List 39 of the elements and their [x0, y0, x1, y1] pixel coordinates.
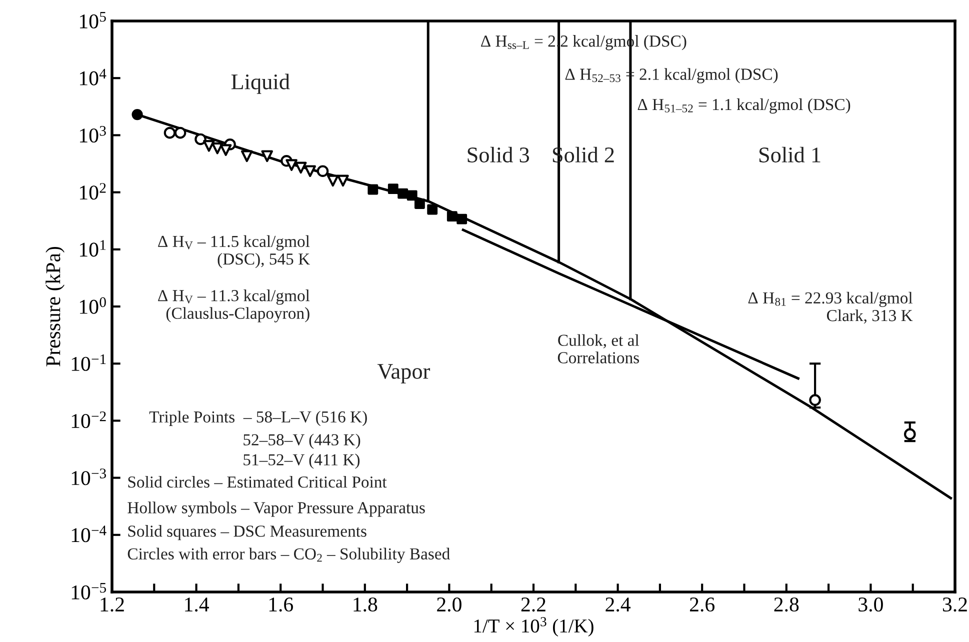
annotation: Vapor: [377, 364, 430, 384]
x-tick-label: 1.2: [100, 598, 124, 612]
y-tick-label: 10$^{−2}$: [72, 411, 106, 428]
annotation: Circles with error bars – CO$_{2}$ – Solubility Based: [128, 548, 450, 563]
annotation: Solid circles – Estimated Critical Point: [128, 476, 387, 488]
annotation: Triple Points – 58–L–V (516 K): [149, 410, 367, 426]
y-tick-label: 10$^{−4}$: [72, 526, 106, 542]
x-tick-label: 2.8: [774, 597, 799, 612]
annotation: 51–52–V (411 K): [244, 454, 360, 469]
annotation: Hollow symbols – Vapor Pressure Apparatus: [128, 502, 425, 517]
x-tick-label: 2.0: [437, 597, 462, 612]
annotation: 52–58–V (443 K): [244, 434, 360, 449]
y-tick-label: 10$^{2}$: [80, 183, 106, 200]
y-tick-label: 10$^{4}$: [80, 68, 106, 86]
annotation: Δ H$_{V}$ – 11.5 kcal/gmol (DSC), 545 K: [158, 235, 310, 268]
y-tick-label: 10$^{5}$: [80, 12, 106, 28]
annotation: Solid 3: [468, 146, 530, 162]
x-axis-title: 1/T × 10$^{3}$ (1/K): [474, 617, 594, 637]
annotation: Δ H$_{81}$ = 22.93 kcal/gmol Clark, 313 K: [748, 292, 913, 324]
x-tick-label: 2.2: [521, 598, 546, 612]
annotation: Solid 1: [759, 146, 820, 162]
x-tick-label: 1.4: [185, 598, 209, 612]
y-axis-title: Pressure (kPa): [46, 246, 64, 366]
annotation: Solid squares – DSC Measurements: [128, 525, 366, 540]
annotation: Cullok, et al Correlations: [558, 334, 640, 364]
x-tick-label: 1.8: [354, 597, 378, 612]
annotation: Δ H$_{V}$ – 11.3 kcal/gmol (Clauslus-Clapoyron): [158, 290, 310, 322]
y-tick-label: 10$^{−3}$: [72, 468, 106, 486]
y-tick-label: 10$^{0}$: [80, 297, 106, 314]
y-tick-label: 10$^{1}$: [80, 240, 106, 257]
x-tick-label: 3.0: [858, 597, 883, 612]
x-tick-label: 3.2: [942, 598, 967, 612]
y-tick-label: 10$^{3}$: [80, 126, 106, 143]
annotation: Liquid: [231, 74, 290, 94]
y-tick-label: 10$^{−1}$: [72, 354, 106, 371]
x-tick-label: 2.4: [606, 598, 630, 612]
annotation: Δ H$_{51–52}$ = 1.1 kcal/gmol (DSC): [638, 98, 850, 114]
x-tick-label: 1.6: [269, 598, 293, 612]
x-tick-label: 2.6: [690, 598, 714, 612]
